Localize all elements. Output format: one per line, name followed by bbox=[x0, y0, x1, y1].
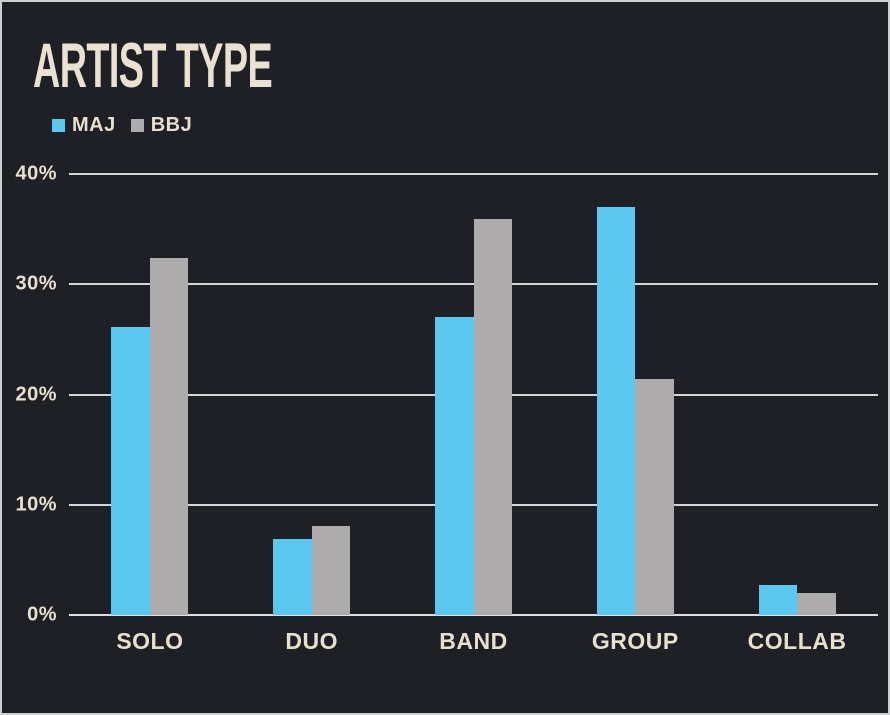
gridline-0pct bbox=[69, 614, 878, 616]
legend-label-bbj: BBJ bbox=[150, 114, 193, 136]
x-axis-label-duo: DUO bbox=[285, 628, 338, 654]
legend: MAJ BBJ bbox=[52, 114, 192, 137]
bar-bbj-duo bbox=[311, 525, 351, 615]
y-axis-label-30pct: 30% bbox=[15, 272, 57, 295]
bar-maj-group bbox=[596, 207, 636, 615]
plot-area bbox=[69, 173, 878, 616]
chart-title: ARTIST TYPE bbox=[33, 31, 273, 101]
bar-bbj-band bbox=[473, 219, 512, 615]
y-axis-label-20pct: 20% bbox=[15, 383, 57, 405]
bar-maj-collab bbox=[758, 585, 798, 615]
x-axis-label-band: BAND bbox=[439, 628, 508, 654]
bar-maj-solo bbox=[111, 327, 150, 615]
legend-item-bbj: BBJ bbox=[130, 114, 193, 137]
x-axis: SOLO DUO BAND GROUP COLLAB bbox=[69, 628, 878, 655]
y-axis-label-10pct: 10% bbox=[15, 493, 57, 516]
y-axis-label-40pct: 40% bbox=[15, 162, 57, 185]
bar-bbj-group bbox=[635, 379, 674, 615]
y-axis: 0% 10% 20% 30% 40% bbox=[2, 163, 57, 626]
gridline-40pct bbox=[69, 173, 878, 175]
legend-swatch-maj bbox=[52, 119, 65, 132]
x-axis-label-collab: COLLAB bbox=[747, 628, 847, 654]
legend-swatch-bbj bbox=[130, 119, 144, 132]
x-axis-label-group: GROUP bbox=[591, 628, 679, 654]
x-axis-label-solo: SOLO bbox=[116, 628, 184, 654]
legend-label-maj: MAJ bbox=[72, 114, 116, 136]
bar-maj-duo bbox=[273, 538, 312, 615]
legend-item-maj: MAJ bbox=[52, 114, 116, 137]
y-axis-label-0pct: 0% bbox=[27, 603, 57, 626]
bar-bbj-collab bbox=[797, 592, 836, 615]
bar-bbj-solo bbox=[149, 257, 189, 615]
bar-maj-band bbox=[435, 317, 474, 615]
